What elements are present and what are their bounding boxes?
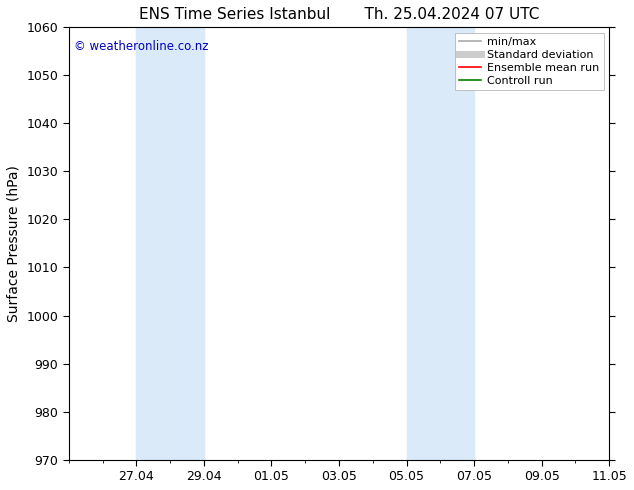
Text: © weatheronline.co.nz: © weatheronline.co.nz (74, 40, 209, 53)
Bar (406, 27, 474, 460)
Y-axis label: Surface Pressure (hPa): Surface Pressure (hPa) (7, 165, 21, 322)
Legend: min/max, Standard deviation, Ensemble mean run, Controll run: min/max, Standard deviation, Ensemble me… (455, 33, 604, 90)
Title: ENS Time Series Istanbul       Th. 25.04.2024 07 UTC: ENS Time Series Istanbul Th. 25.04.2024 … (139, 7, 539, 22)
Bar (136, 27, 204, 460)
